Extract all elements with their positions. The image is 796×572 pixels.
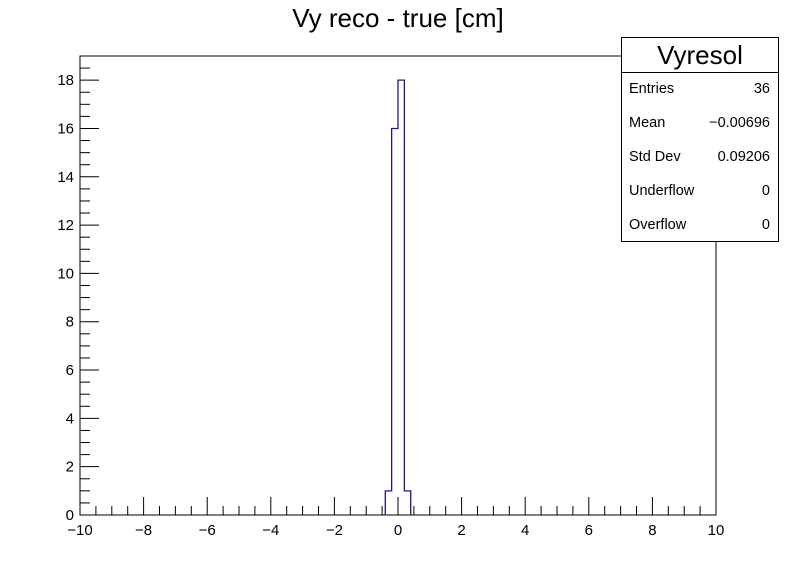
tick-label: 18 bbox=[57, 72, 74, 89]
stats-value: 36 bbox=[753, 81, 770, 97]
stats-value: 0.09206 bbox=[717, 149, 770, 165]
stats-value: 0 bbox=[761, 217, 770, 233]
tick-label: 2 bbox=[66, 459, 74, 476]
stats-label: Overflow bbox=[629, 217, 687, 233]
y-axis: 0 2 4 6 8 10 12 14 16 18 bbox=[57, 55, 99, 524]
tick-label: −4 bbox=[262, 522, 279, 539]
stats-row-overflow: Overflow 0 bbox=[622, 209, 778, 243]
tick-label: 10 bbox=[708, 522, 725, 539]
tick-label: 4 bbox=[521, 522, 529, 539]
stats-label: Underflow bbox=[629, 183, 695, 199]
tick-label: −6 bbox=[199, 522, 216, 539]
stats-row-mean: Mean −0.00696 bbox=[622, 107, 778, 141]
tick-label: 10 bbox=[57, 265, 74, 282]
tick-label: 6 bbox=[585, 522, 593, 539]
tick-label: 0 bbox=[66, 507, 74, 524]
tick-label: −10 bbox=[67, 522, 92, 539]
tick-label: 16 bbox=[57, 120, 74, 137]
tick-label: −2 bbox=[326, 522, 343, 539]
stats-value: −0.00696 bbox=[709, 115, 770, 131]
tick-label: 12 bbox=[57, 217, 74, 234]
stats-label: Std Dev bbox=[629, 149, 681, 165]
tick-label: 8 bbox=[648, 522, 656, 539]
stats-value: 0 bbox=[761, 183, 770, 199]
stats-box-title: Vyresol bbox=[622, 38, 778, 73]
tick-label: 8 bbox=[66, 314, 74, 331]
stats-label: Mean bbox=[629, 115, 666, 131]
x-axis: −10 −8 −6 −4 −2 0 2 4 6 8 10 bbox=[67, 497, 724, 539]
tick-label: 0 bbox=[394, 522, 402, 539]
histogram-outline bbox=[384, 79, 412, 515]
tick-label: 2 bbox=[457, 522, 465, 539]
tick-label: 14 bbox=[57, 169, 74, 186]
chart-title: Vy reco - true [cm] bbox=[292, 3, 504, 33]
tick-label: −8 bbox=[135, 522, 152, 539]
stats-label: Entries bbox=[629, 81, 675, 97]
stats-row-entries: Entries 36 bbox=[622, 73, 778, 107]
stats-box: Vyresol Entries 36 Mean −0.00696 Std Dev… bbox=[621, 37, 779, 242]
tick-label: 4 bbox=[66, 410, 74, 427]
stats-row-underflow: Underflow 0 bbox=[622, 175, 778, 209]
stats-row-std-dev: Std Dev 0.09206 bbox=[622, 141, 778, 175]
tick-label: 6 bbox=[66, 362, 74, 379]
